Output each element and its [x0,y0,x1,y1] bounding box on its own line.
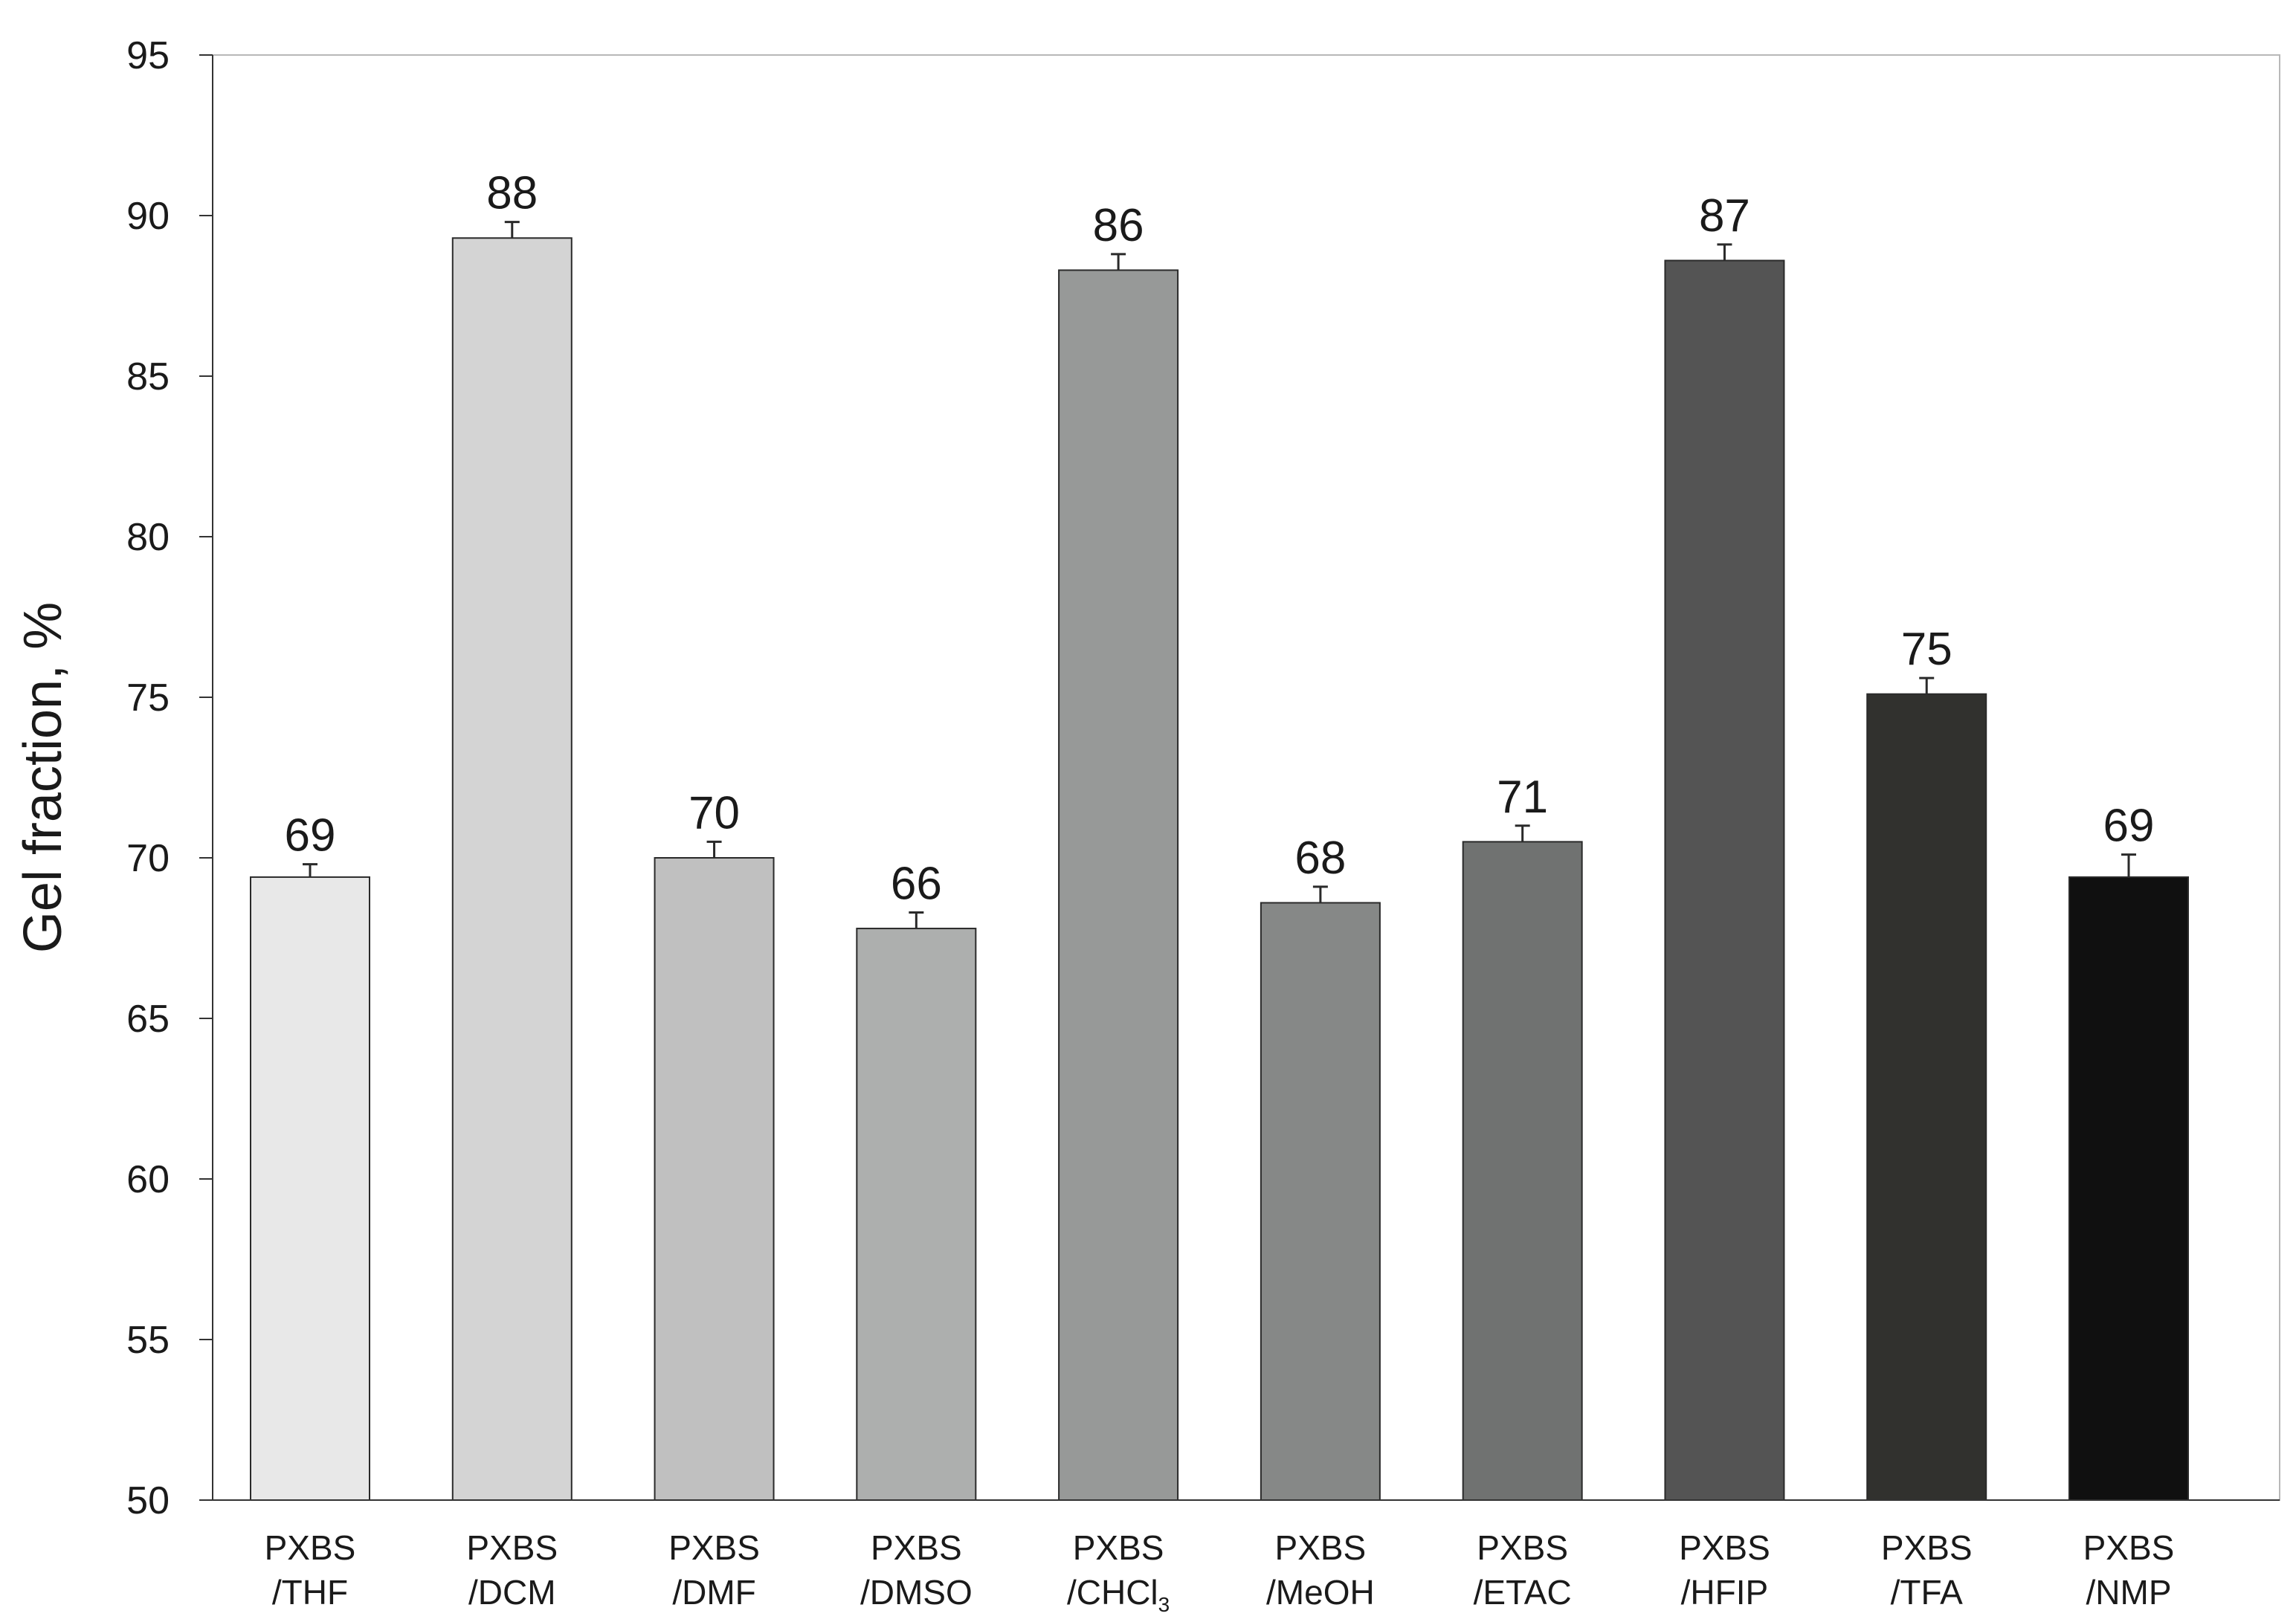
bar [1664,259,1785,1502]
x-tick-label: /NMP [2086,1573,2172,1612]
bar [654,857,775,1501]
data-label: 87 [1699,190,1750,242]
x-axis: PXBS/THF PXBS/DCM PXBS/DMF PXBS/DMSO PXBS/CH… [213,1499,2280,1616]
data-label: 71 [1497,772,1548,823]
y-tick-label: 60 [126,1158,170,1201]
y-tick-label: 65 [126,998,170,1041]
data-label: 70 [689,787,740,839]
data-label: 75 [1901,624,1952,675]
y-tick-label: 75 [126,676,170,720]
x-tick-label: /DMF [672,1573,755,1612]
y-tick-label: 90 [126,195,170,238]
y-tick-label: 70 [126,837,170,880]
y-axis: 50 55 60 65 70 75 80 85 90 95 [126,34,213,1522]
x-tick-label: /THF [272,1573,348,1612]
x-tick-label: PXBS [466,1528,558,1567]
x-tick-label: PXBS [1073,1528,1164,1567]
y-tick-label: 55 [126,1319,170,1362]
y-tick-label: 50 [126,1479,170,1522]
x-tick-label: PXBS [1881,1528,1973,1567]
data-label: 68 [1294,833,1346,884]
data-label: 66 [891,858,942,909]
data-label: 69 [2103,801,2155,852]
y-axis-title: Gel fraction, % [13,602,73,953]
bar [2068,876,2189,1502]
data-label: 69 [285,810,336,862]
bar [1462,841,1583,1501]
x-tick-label: /DMSO [860,1573,973,1612]
x-tick-label: PXBS [2083,1528,2175,1567]
y-tick-label: 80 [126,516,170,559]
x-tick-label: /HFIP [1681,1573,1769,1612]
x-tick-label: PXBS [265,1528,356,1567]
y-tick-label: 85 [126,355,170,398]
x-tick-label: /CHCl3 [1067,1573,1170,1616]
x-tick-label: /TFA [1891,1573,1963,1612]
x-tick-label: /DCM [468,1573,556,1612]
x-tick-label: PXBS [1477,1528,1568,1567]
bar [1866,693,1987,1501]
x-tick-label: /ETAC [1474,1573,1572,1612]
data-label: 86 [1093,200,1144,251]
y-tick-label: 95 [126,34,170,77]
data-label: 88 [486,168,538,219]
x-tick-label: PXBS [668,1528,760,1567]
bar [1260,902,1381,1501]
bar [250,876,370,1502]
bar [451,237,573,1501]
bar [1058,269,1179,1502]
x-tick-label: PXBS [871,1528,962,1567]
x-tick-label: /MeOH [1266,1573,1375,1612]
bar [856,928,977,1502]
x-tick-label: PXBS [1275,1528,1367,1567]
bars: 69 88 70 66 86 68 71 87 75 69 [250,168,2189,1502]
x-tick-label: PXBS [1679,1528,1770,1567]
